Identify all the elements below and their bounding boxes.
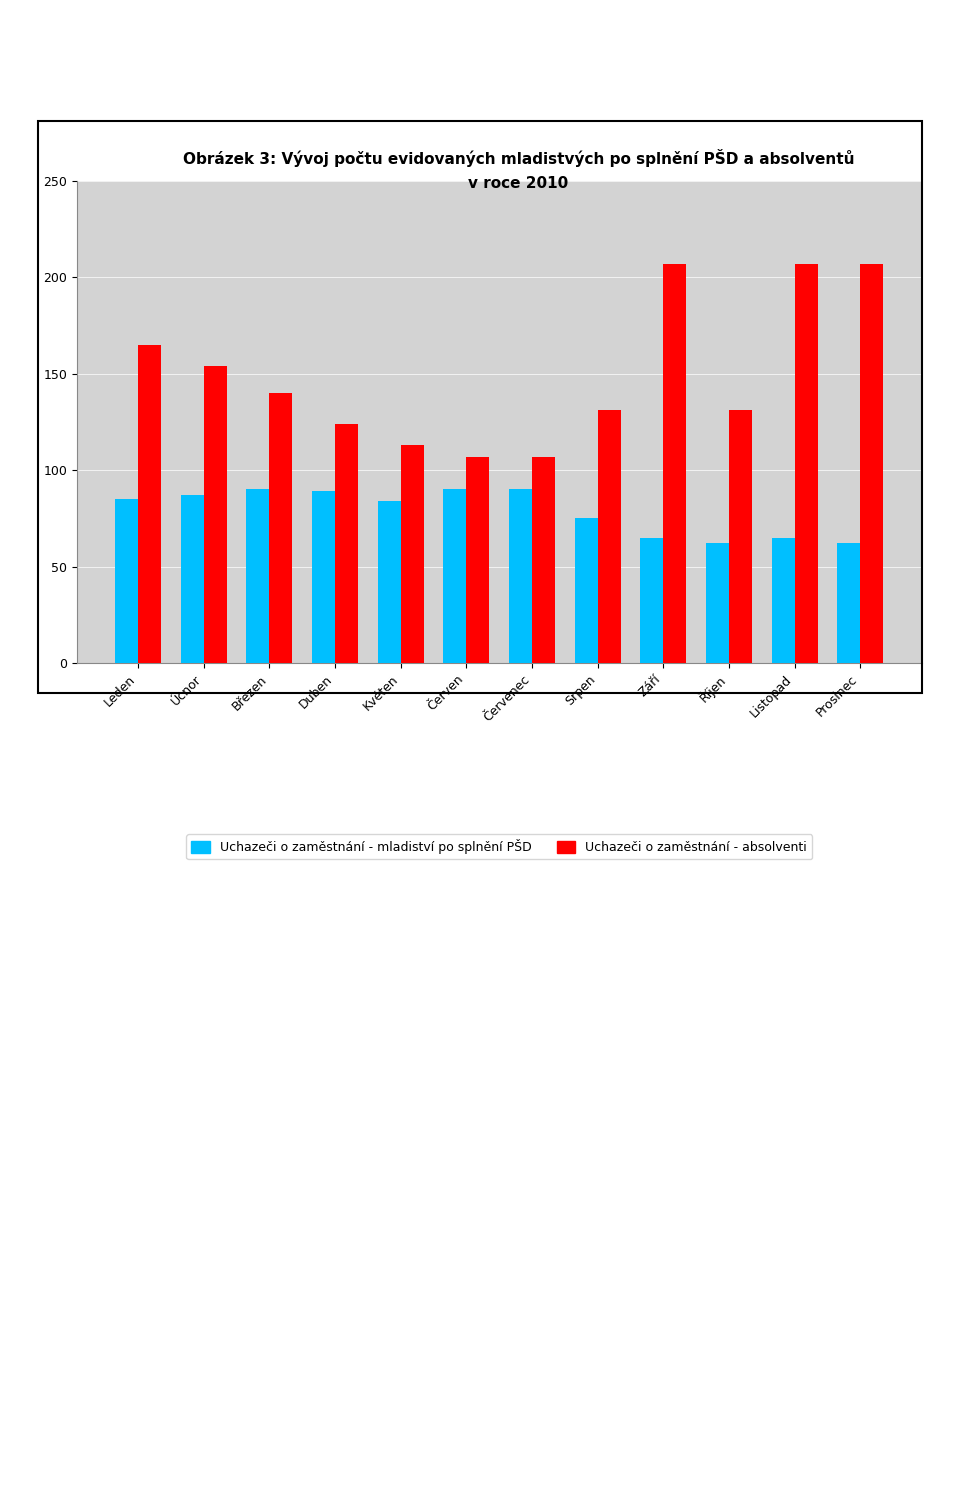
Bar xyxy=(575,518,598,663)
Bar xyxy=(115,499,138,663)
Bar xyxy=(400,445,423,663)
Bar xyxy=(795,264,818,663)
Text: Obrázek 3: Vývoj počtu evidovaných mladistvých po splnění PŠD a absolventů: Obrázek 3: Vývoj počtu evidovaných mladi… xyxy=(182,149,854,167)
Bar xyxy=(532,457,555,663)
Bar xyxy=(598,410,620,663)
Bar xyxy=(247,490,270,663)
Bar xyxy=(312,491,335,663)
Bar xyxy=(772,538,795,663)
Bar xyxy=(204,366,227,663)
Bar xyxy=(467,457,490,663)
Bar xyxy=(270,393,293,663)
Bar xyxy=(180,496,204,663)
Bar xyxy=(706,544,729,663)
Bar xyxy=(444,490,467,663)
Bar xyxy=(729,410,752,663)
Bar xyxy=(640,538,663,663)
Bar xyxy=(509,490,532,663)
Bar xyxy=(663,264,686,663)
Text: v roce 2010: v roce 2010 xyxy=(468,176,568,191)
Bar xyxy=(837,544,860,663)
Bar xyxy=(860,264,883,663)
Bar xyxy=(138,345,161,663)
Legend: Uchazeči o zaměstnání - mladiství po splnění PŠD, Uchazeči o zaměstnání - absolv: Uchazeči o zaměstnání - mladiství po spl… xyxy=(186,835,812,859)
Bar xyxy=(335,423,358,663)
Bar xyxy=(378,500,400,663)
